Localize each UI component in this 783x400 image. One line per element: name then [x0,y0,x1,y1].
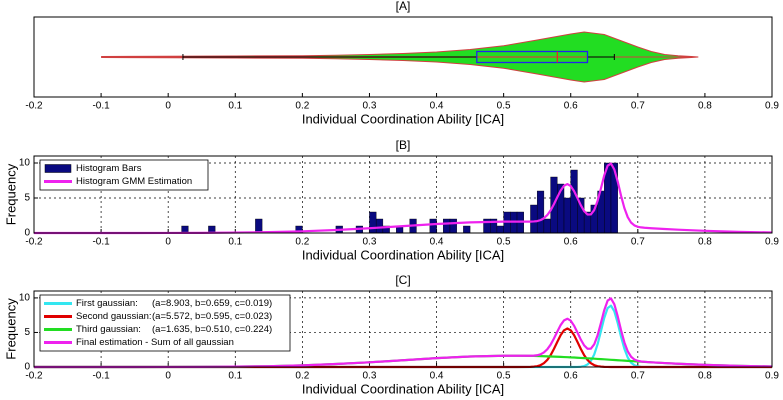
x-tick-label: 0.8 [698,101,712,112]
panel-title: [A] [396,0,411,13]
histogram-bar [496,225,504,234]
legend-label: Third gaussian: [76,324,141,335]
x-tick-label: 0.5 [497,371,511,382]
axes-frame [33,290,773,368]
x-tick-label: 0.2 [295,101,309,112]
legend-label: Histogram GMM Estimation [76,176,192,187]
legend-params: (a=8.903, b=0.659, c=0.019) [152,298,272,309]
violin-half [101,56,699,83]
x-tick-label: 0.7 [631,237,645,248]
histogram-bar [255,218,263,234]
histogram-bar [449,218,457,234]
x-tick-label: 0 [165,101,171,112]
x-tick-label: 0.6 [564,237,578,248]
histogram-bar [375,218,384,234]
x-tick-label: 0.7 [631,371,645,382]
x-tick-label: 0.8 [698,371,712,382]
x-tick-label: -0.1 [92,237,110,248]
panel-title: [C] [395,273,410,287]
y-axis-label: Frequency [3,298,18,360]
x-tick-label: 0.1 [228,371,242,382]
x-tick-label: 0.2 [295,371,309,382]
legend-params: (a=5.572, b=0.595, c=0.023) [152,311,272,322]
x-tick-label: -0.1 [92,101,110,112]
x-tick-label: 0.6 [564,101,578,112]
histogram-bar [563,197,571,234]
x-tick-label: 0.3 [363,371,377,382]
x-tick-label: -0.2 [25,237,43,248]
x-tick-label: 0.6 [564,371,578,382]
histogram-bar [536,190,545,234]
axes-frame [33,16,773,98]
legend-swatch [44,164,72,173]
x-tick-label: 0 [165,371,171,382]
x-tick-label: 0.4 [430,371,444,382]
x-tick-label: 0.3 [363,237,377,248]
x-tick-label: 0.3 [363,101,377,112]
x-tick-label: 0.5 [497,101,511,112]
y-tick-label: 10 [19,293,31,304]
x-tick-label: 0.8 [698,237,712,248]
legend-label: First gaussian: [76,298,138,309]
y-axis-label: Frequency [3,163,18,225]
legend-params: (a=1.635, b=0.510, c=0.224) [152,324,272,335]
violin-half [101,31,699,58]
x-tick-label: 0.2 [295,237,309,248]
legend-label: Final estimation - Sum of all gaussian [76,337,234,348]
x-tick-label: -0.2 [25,101,43,112]
x-tick-label: 0.9 [765,237,779,248]
histogram-bar [429,218,437,234]
x-tick-label: -0.2 [25,371,43,382]
x-tick-label: 0.1 [228,237,242,248]
y-tick-label: 10 [19,158,31,169]
histogram-bar [530,204,538,234]
panel-title: [B] [396,138,411,152]
x-tick-label: 0.5 [497,237,511,248]
axes-frame [33,155,773,234]
x-axis-label: Individual Coordination Ability [ICA] [302,381,504,396]
y-tick-label: 0 [24,362,30,373]
x-tick-label: 0.9 [765,101,779,112]
x-axis-label: Individual Coordination Ability [ICA] [302,111,504,126]
y-tick-label: 5 [24,327,30,338]
x-tick-label: 0.9 [765,371,779,382]
legend-box [39,294,291,352]
histogram-bar [570,169,578,234]
histogram-bar [463,225,471,234]
y-tick-label: 5 [24,193,30,204]
series-line [34,297,773,369]
legend-label: Histogram Bars [76,163,142,174]
histogram-bar [543,218,551,234]
x-axis-label: Individual Coordination Ability [ICA] [302,247,504,262]
x-tick-label: -0.1 [92,371,110,382]
x-tick-label: 0.7 [631,101,645,112]
box [476,50,589,64]
y-tick-label: 0 [24,228,30,239]
gmm-line [34,162,773,235]
legend-label: Second gaussian: [76,311,152,322]
x-tick-label: 0.4 [430,237,444,248]
x-tick-label: 0 [165,237,171,248]
histogram-bar [369,211,377,234]
x-tick-label: 0.4 [430,101,444,112]
histogram-bar [443,218,451,234]
x-tick-label: 0.1 [228,101,242,112]
